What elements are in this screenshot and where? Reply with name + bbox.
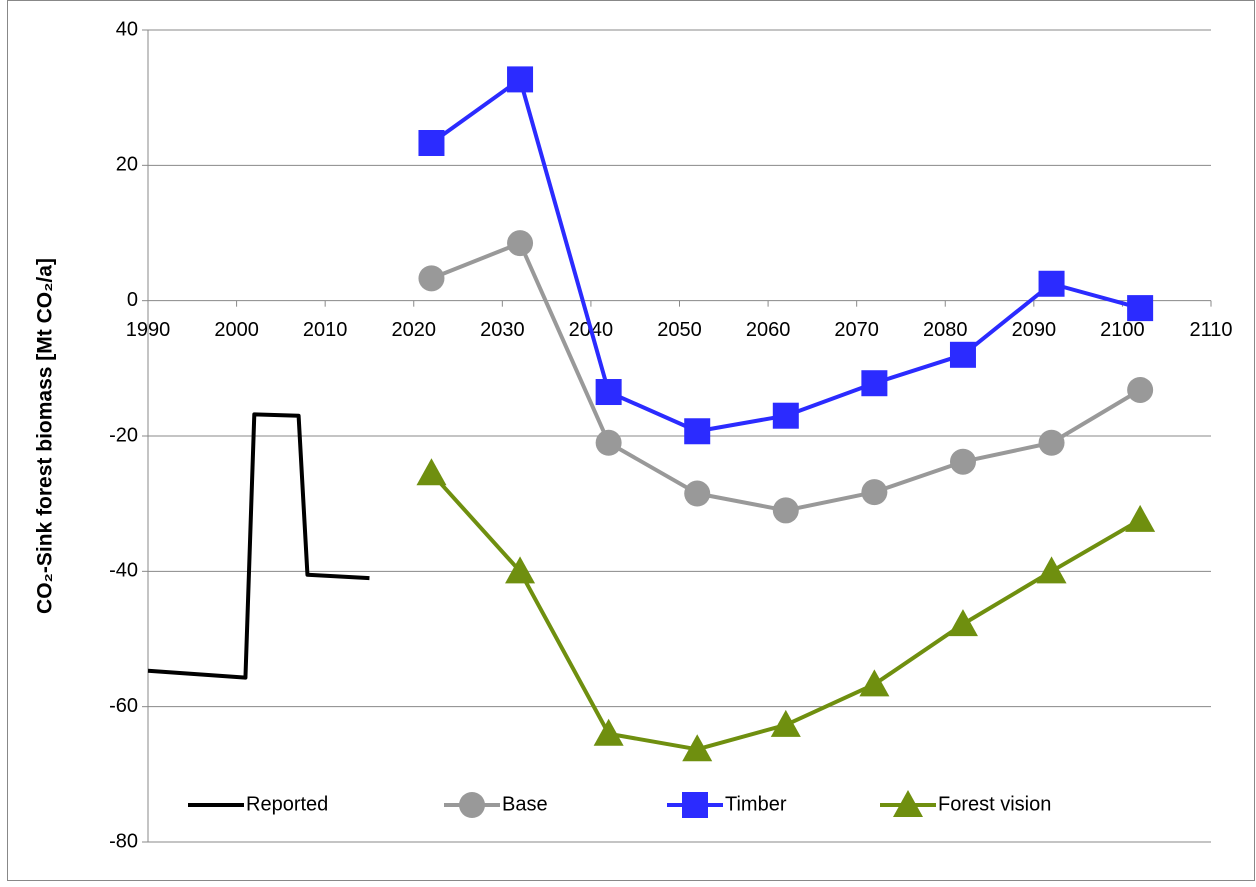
x-tick-label: 2050 — [657, 319, 702, 341]
point — [947, 609, 978, 637]
y-tick-label: 40 — [116, 18, 138, 40]
point — [595, 379, 622, 406]
point — [1127, 295, 1154, 322]
point — [949, 341, 976, 368]
point — [684, 418, 711, 445]
y-tick-label: 0 — [127, 289, 138, 311]
legend-label: Base — [502, 793, 548, 815]
chart-border — [7, 0, 1255, 881]
x-tick-label: 2090 — [1012, 319, 1057, 341]
series-line — [147, 412, 370, 680]
point — [1125, 504, 1156, 532]
y-tick-label: -40 — [109, 560, 138, 582]
point — [859, 669, 890, 697]
y-tick-label: -80 — [109, 830, 138, 852]
x-tick-label: 2010 — [303, 319, 348, 341]
point — [507, 66, 534, 93]
point — [682, 734, 713, 762]
point — [507, 230, 534, 257]
point — [684, 480, 711, 507]
legend-label: Timber — [725, 793, 787, 815]
x-tick-label: 2080 — [923, 319, 968, 341]
x-tick-label: 2070 — [834, 319, 879, 341]
x-tick-label: 1990 — [126, 319, 171, 341]
point — [770, 709, 801, 737]
y-tick-label: 20 — [116, 154, 138, 176]
point — [861, 479, 888, 506]
point — [682, 792, 708, 818]
point — [772, 497, 799, 524]
x-tick-label: 2110 — [1189, 319, 1232, 341]
point — [1038, 429, 1065, 456]
x-tick-label: 2020 — [392, 319, 437, 341]
point — [416, 458, 447, 486]
y-axis-label: CO₂-Sink forest biomass [Mt CO₂/a] — [34, 258, 57, 614]
y-tick-label: -20 — [109, 424, 138, 446]
point — [772, 402, 799, 429]
point — [593, 718, 624, 746]
point — [1127, 376, 1154, 403]
point — [459, 792, 485, 818]
point — [505, 556, 536, 584]
x-tick-label: 2100 — [1100, 319, 1145, 341]
legend-label: Forest vision — [938, 793, 1051, 815]
point — [861, 370, 888, 397]
point — [1038, 270, 1065, 297]
point — [1036, 556, 1067, 584]
point — [418, 130, 445, 157]
legend-label: Reported — [246, 793, 328, 815]
point — [595, 429, 622, 456]
x-tick-label: 2030 — [480, 319, 525, 341]
x-tick-label: 2000 — [214, 319, 259, 341]
point — [893, 790, 923, 817]
point — [418, 265, 445, 292]
point — [949, 448, 976, 475]
y-tick-label: -60 — [109, 695, 138, 717]
x-tick-label: 2060 — [746, 319, 791, 341]
